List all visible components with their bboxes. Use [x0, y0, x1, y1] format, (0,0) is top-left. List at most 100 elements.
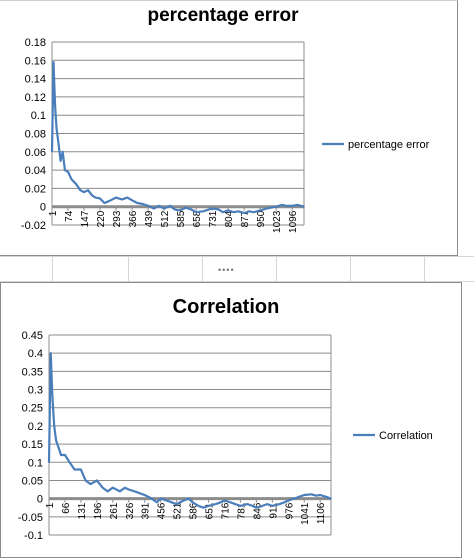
data-point — [124, 486, 126, 489]
data-point — [121, 198, 123, 201]
data-point — [51, 151, 53, 153]
data-point — [151, 497, 153, 500]
data-point — [163, 207, 165, 210]
data-point — [138, 492, 141, 494]
x-tick-label: 976 — [284, 502, 295, 519]
y-tick-label: 0.16 — [25, 55, 46, 67]
y-tick-label: 0.1 — [28, 457, 43, 469]
y-tick-label: -0.05 — [18, 512, 43, 524]
data-point — [155, 501, 158, 504]
sheet-column-divider — [276, 257, 277, 283]
data-point — [303, 494, 306, 496]
data-point — [91, 194, 94, 197]
resize-handle-icon[interactable]: •••• — [218, 265, 235, 275]
chart-panel-percentage-error[interactable]: percentage error 0.18 0.16 0.14 0.12 0.1 0.08 0… — [0, 0, 458, 256]
data-point — [265, 207, 268, 210]
sheet-column-divider — [202, 257, 203, 283]
x-tick-label: 66 — [61, 502, 72, 514]
data-point — [246, 503, 249, 505]
y-tick-label: 0.08 — [25, 129, 46, 141]
data-point — [73, 468, 76, 471]
data-point — [165, 499, 168, 502]
data-point — [147, 205, 149, 207]
x-tick-label: 804 — [224, 210, 235, 227]
data-point — [158, 205, 160, 207]
data-point — [293, 497, 296, 500]
data-point — [87, 189, 89, 191]
data-point — [49, 352, 52, 354]
data-point — [89, 483, 92, 485]
data-point — [64, 454, 66, 456]
data-point — [261, 505, 264, 507]
x-tick-label: 196 — [93, 502, 104, 519]
series-line-1 — [47, 352, 332, 509]
x-tick-label: 1 — [48, 210, 59, 216]
data-point — [94, 196, 97, 199]
data-point — [133, 490, 136, 493]
data-point — [287, 499, 290, 502]
data-point — [271, 505, 274, 507]
data-point — [68, 461, 71, 464]
y-tick-label: -0.02 — [21, 220, 46, 232]
y-tick-label: 0.4 — [28, 348, 43, 360]
data-point — [315, 494, 318, 497]
data-point — [202, 506, 205, 509]
data-point — [237, 210, 239, 213]
data-point — [195, 211, 197, 213]
data-point — [108, 200, 110, 202]
x-tick-label: 781 — [236, 502, 247, 519]
data-point — [187, 497, 190, 500]
data-point — [131, 199, 133, 202]
x-tick-label: 391 — [141, 502, 152, 519]
x-tick-label: 326 — [125, 502, 136, 519]
x-tick-label: 1 — [45, 502, 56, 508]
sheet-column-divider — [424, 257, 425, 283]
data-point — [170, 501, 173, 504]
data-point — [48, 461, 50, 464]
sheet-column-divider — [128, 257, 129, 283]
data-point — [298, 496, 300, 498]
y-tick-label: 0.15 — [22, 439, 43, 451]
data-point — [285, 205, 288, 207]
data-point — [283, 501, 286, 504]
y-tick-label: 0.45 — [22, 330, 43, 342]
data-point — [173, 208, 176, 211]
y-tick-label: 0.14 — [25, 74, 46, 86]
data-point — [143, 494, 146, 496]
data-point — [251, 505, 254, 507]
x-tick-label: 366 — [128, 210, 139, 227]
data-point — [259, 209, 261, 212]
data-point — [119, 490, 121, 493]
chart-title: percentage error — [147, 5, 299, 26]
data-point — [303, 205, 305, 208]
data-point — [142, 203, 144, 205]
data-point — [67, 171, 69, 173]
y-tick-label: 0.3 — [28, 385, 43, 397]
x-tick-label: 74 — [64, 210, 75, 222]
x-tick-label: 877 — [240, 210, 251, 227]
y-tick-label: 0 — [37, 494, 43, 506]
x-tick-label: 512 — [160, 210, 171, 227]
x-tick-label: 586 — [189, 502, 200, 519]
data-point — [266, 503, 269, 505]
data-point — [55, 128, 58, 130]
x-tick-label: 1023 — [272, 210, 283, 233]
y-tick-label: 0.04 — [25, 165, 46, 177]
x-tick-label: 261 — [109, 502, 120, 519]
data-point — [126, 196, 129, 199]
x-tick-label: 220 — [96, 210, 107, 227]
data-point — [52, 61, 55, 63]
data-point — [270, 206, 272, 209]
data-point — [169, 205, 171, 207]
y-tick-label: 0.25 — [22, 403, 43, 415]
chart-panel-correlation[interactable]: Correlation 0.45 0.4 0.35 0.3 0.25 0.2 0.15 0.1 0… — [0, 282, 462, 558]
data-point — [57, 141, 60, 144]
data-point — [136, 202, 139, 204]
legend-label: Correlation — [379, 430, 433, 442]
x-tick-label: 846 — [252, 502, 263, 519]
data-point — [319, 494, 322, 496]
data-point — [99, 197, 101, 200]
y-tick-label: 0 — [40, 202, 46, 214]
data-point — [211, 207, 213, 210]
data-point — [96, 479, 98, 482]
